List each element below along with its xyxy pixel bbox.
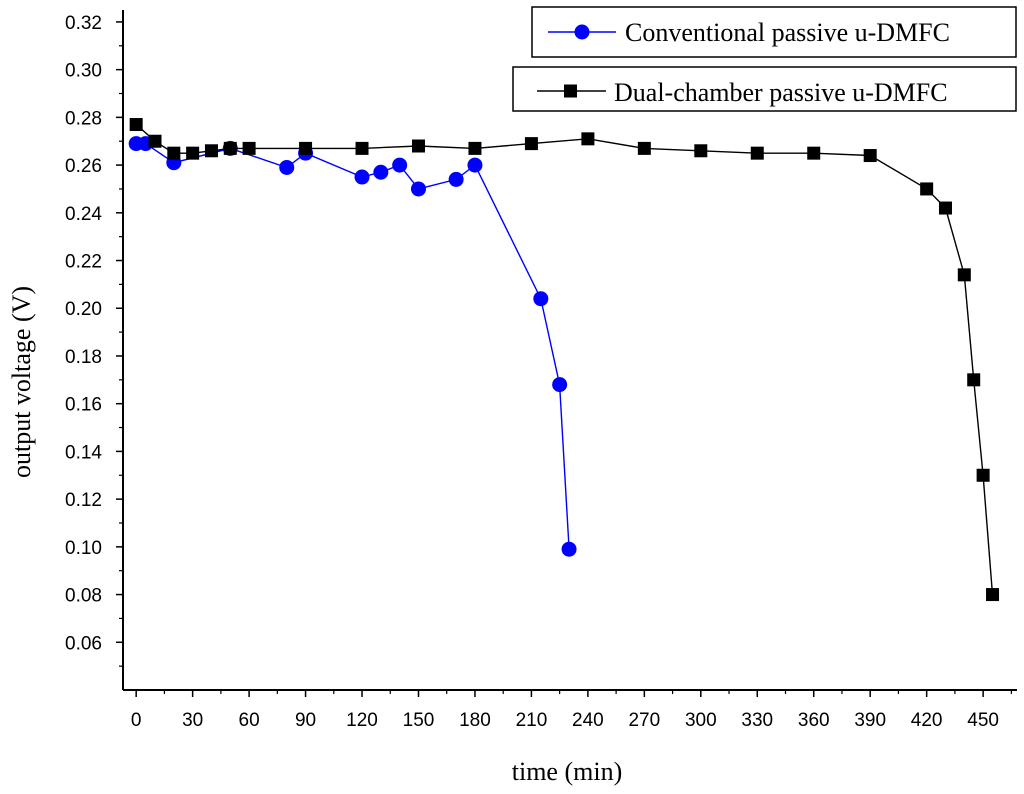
series-layer (128, 118, 1000, 602)
data-point-circle (561, 541, 577, 557)
data-point-square (524, 137, 538, 151)
y-ticks: 0.06 0.08 0.10 0.12 0.14 0.16 0.18 0.20 0.22 0.24… (65, 13, 123, 667)
plot-area (122, 10, 1017, 691)
data-point-square (581, 132, 595, 146)
series-line-1 (136, 142, 570, 550)
y-tick-label: 0.06 (65, 633, 102, 654)
data-point-circle (552, 377, 568, 393)
data-point-square (148, 134, 162, 148)
x-tick-label: 420 (911, 710, 943, 731)
data-point-square (355, 141, 369, 155)
x-tick-label: 0 (131, 710, 142, 731)
data-point-circle (354, 169, 370, 185)
x-tick-label: 30 (182, 710, 203, 731)
y-tick-label: 0.10 (65, 538, 102, 559)
y-tick-label: 0.16 (65, 395, 102, 416)
data-point-circle (533, 291, 549, 307)
data-point-circle (373, 164, 389, 180)
data-point-square (468, 141, 482, 155)
legend-box-dual-chamber (512, 66, 1017, 112)
data-point-square (223, 141, 237, 155)
data-point-square (863, 149, 877, 163)
x-tick-label: 60 (239, 710, 260, 731)
data-point-square (694, 144, 708, 158)
data-point-square (637, 141, 651, 155)
data-point-square (986, 588, 1000, 602)
data-point-square (938, 201, 952, 215)
legend-marker-conventional (574, 24, 590, 40)
x-tick-label: 390 (854, 710, 886, 731)
data-point-circle (279, 159, 295, 175)
x-tick-label: 240 (572, 710, 604, 731)
x-tick-label: 120 (346, 710, 378, 731)
data-point-circle (392, 157, 408, 173)
legend-entry-dual-chamber: Dual-chamber passive u-DMFC (512, 66, 1017, 112)
x-tick-label: 270 (628, 710, 660, 731)
x-ticks: 0 30 60 90 120 150 180 210 240 270 300 330 360 390 420… (131, 690, 1012, 731)
data-point-square (750, 146, 764, 160)
y-tick-label: 0.08 (65, 586, 102, 607)
data-point-square (204, 144, 218, 158)
data-point-square (129, 118, 143, 132)
y-axis-label: output voltage (V) (7, 286, 36, 478)
y-tick-label: 0.24 (65, 204, 102, 225)
data-point-square (411, 139, 425, 153)
legend-label-conventional: Conventional passive u-DMFC (625, 18, 950, 47)
data-point-circle (467, 157, 483, 173)
x-tick-label: 300 (685, 710, 717, 731)
legend-entry-conventional: Conventional passive u-DMFC (531, 6, 1017, 58)
data-point-square (976, 468, 990, 482)
legend-marker-dual-chamber (564, 84, 577, 98)
data-point-square (957, 268, 971, 282)
y-tick-label: 0.20 (65, 299, 102, 320)
series-line-2 (135, 123, 994, 595)
y-tick-label: 0.12 (65, 490, 102, 511)
data-point-square (920, 182, 934, 196)
x-tick-label: 150 (403, 710, 435, 731)
x-axis-label: time (min) (512, 757, 622, 786)
data-point-square (242, 141, 256, 155)
data-point-square (167, 146, 181, 160)
y-tick-label: 0.22 (65, 252, 102, 273)
y-tick-label: 0.18 (65, 347, 102, 368)
y-tick-label: 0.14 (65, 442, 102, 463)
x-tick-label: 210 (516, 710, 548, 731)
x-tick-label: 90 (295, 710, 316, 731)
y-tick-label: 0.26 (65, 156, 102, 177)
y-tick-label: 0.32 (65, 13, 102, 34)
data-point-circle (448, 171, 464, 187)
y-tick-label: 0.28 (65, 108, 102, 129)
x-tick-label: 360 (798, 710, 830, 731)
data-point-square (967, 373, 981, 387)
data-point-square (299, 141, 313, 155)
legend-label-dual-chamber: Dual-chamber passive u-DMFC (614, 78, 948, 107)
x-tick-label: 330 (741, 710, 773, 731)
data-point-circle (410, 181, 426, 197)
data-point-square (807, 146, 821, 160)
data-point-square (186, 146, 200, 160)
y-tick-label: 0.30 (65, 61, 102, 82)
x-tick-label: 180 (459, 710, 491, 731)
x-tick-label: 450 (967, 710, 999, 731)
